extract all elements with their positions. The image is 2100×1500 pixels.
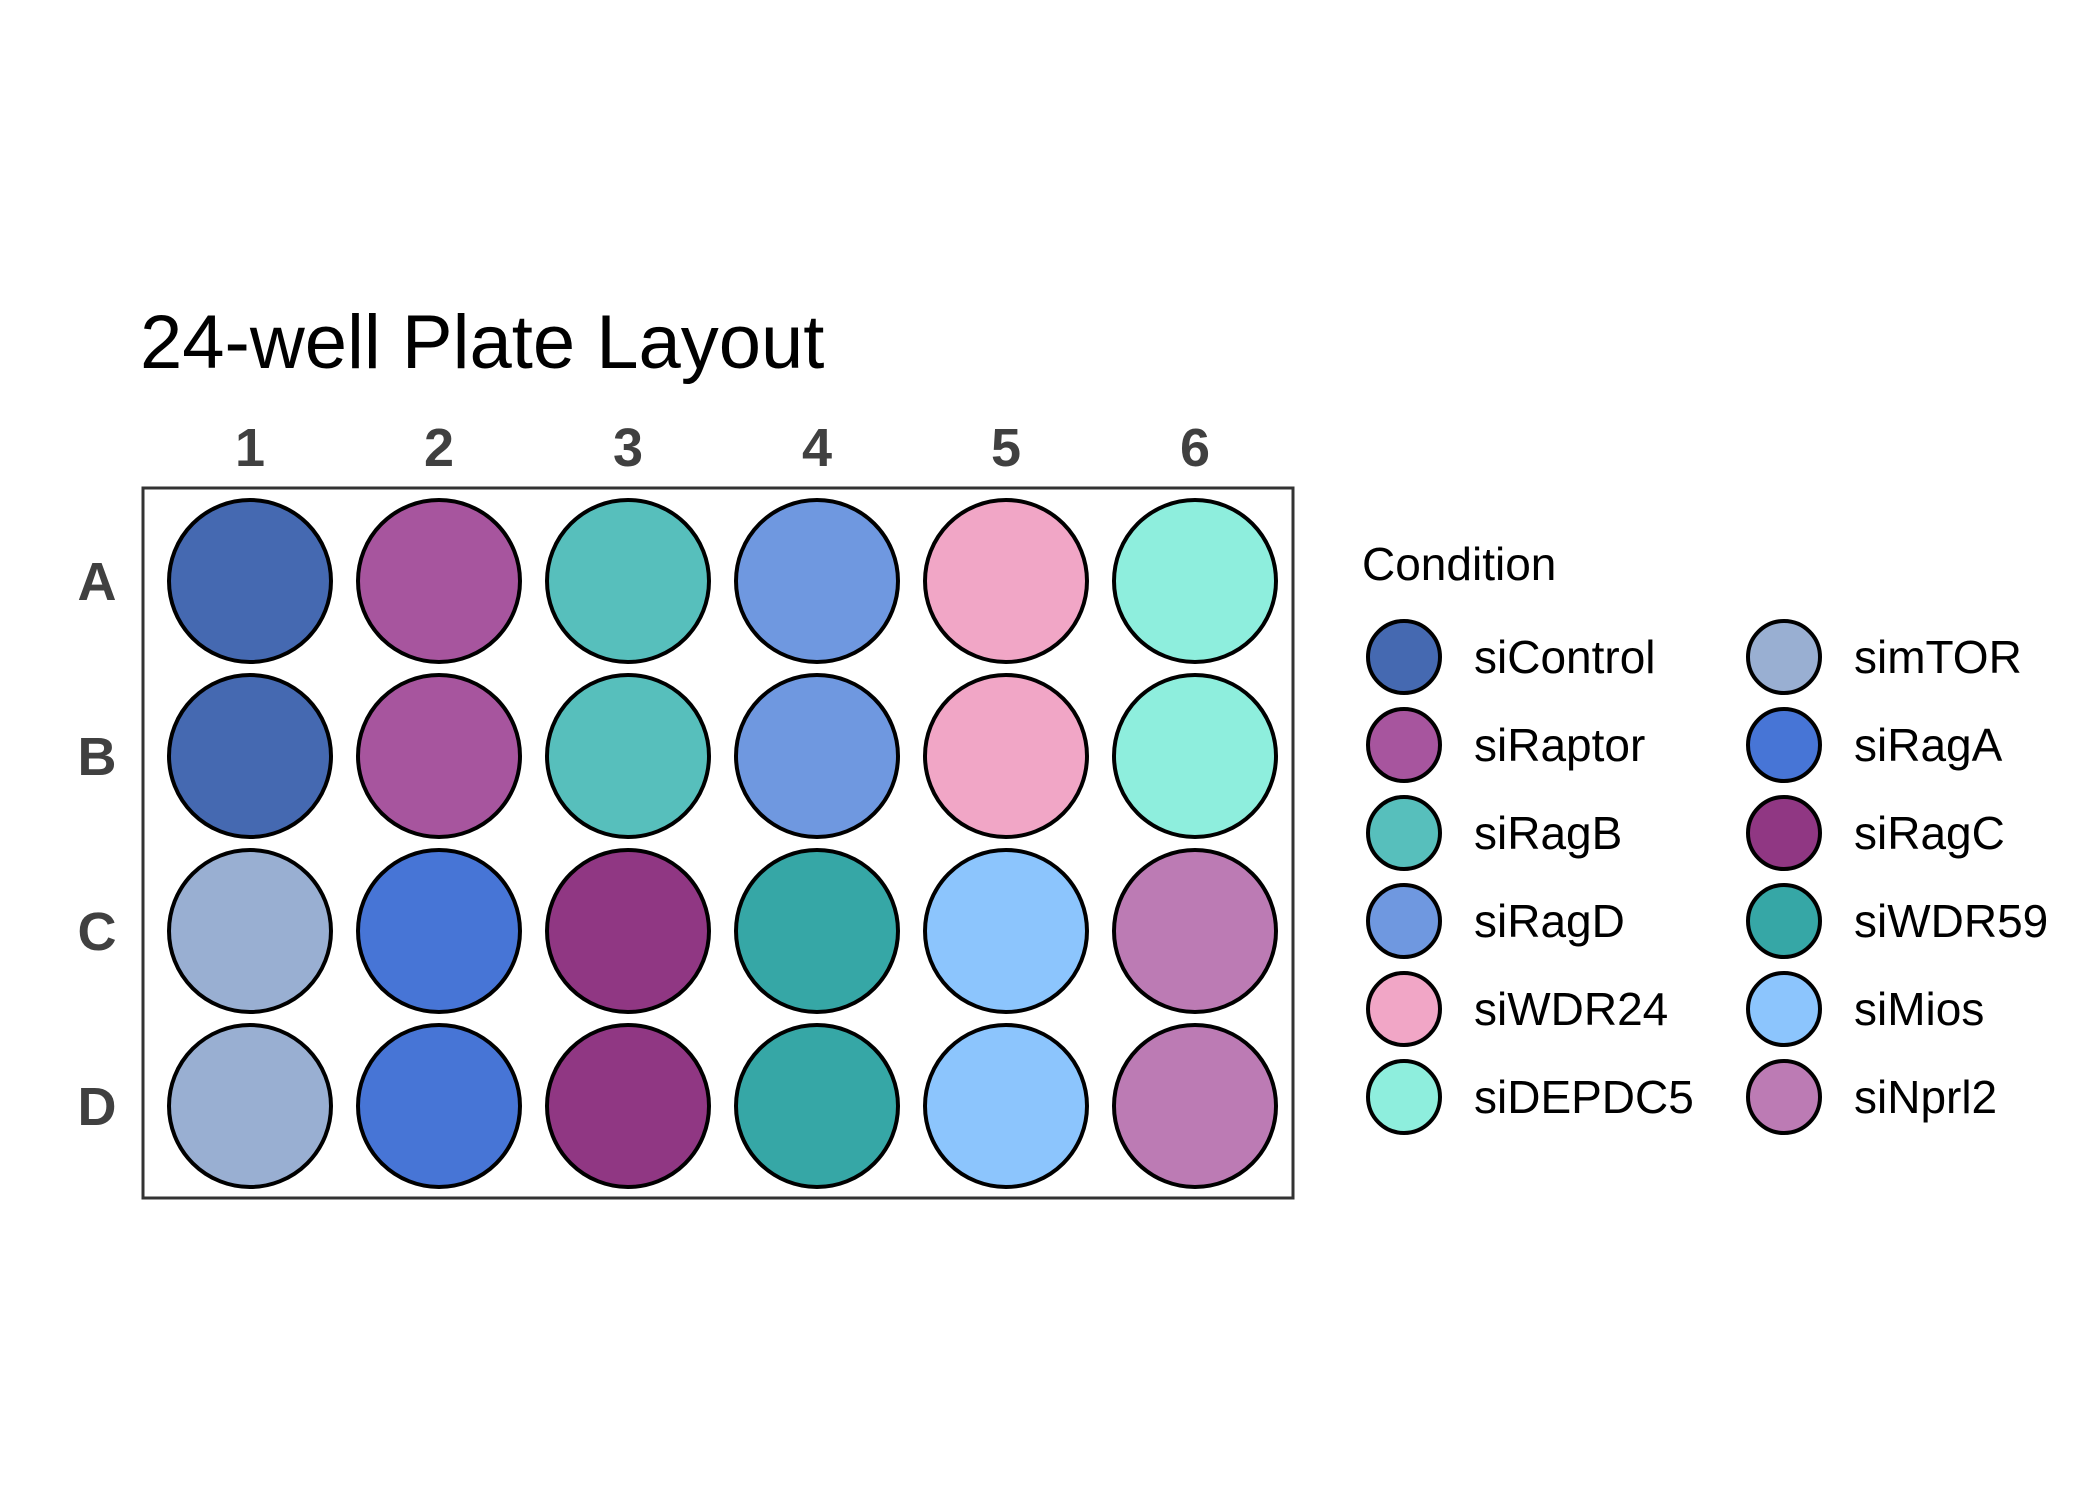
column-label: 6 <box>1180 418 1210 478</box>
well-C2 <box>356 848 522 1014</box>
well-A4 <box>734 498 900 664</box>
legend-label: siMios <box>1854 983 1984 1035</box>
column-labels: 1 2 3 4 5 6 <box>235 418 1210 478</box>
column-label: 5 <box>991 418 1021 478</box>
well-C6 <box>1112 848 1278 1014</box>
well-A5 <box>923 498 1089 664</box>
legend-label: siWDR59 <box>1854 895 2048 947</box>
legend-label: siRagA <box>1854 719 2003 771</box>
legend-key <box>1746 1059 1822 1135</box>
well-C3 <box>545 848 711 1014</box>
plate-frame <box>141 486 1295 1200</box>
legend-key <box>1746 971 1822 1047</box>
legend-label: simTOR <box>1854 631 2022 683</box>
row-label: A <box>78 552 117 612</box>
well-C5 <box>923 848 1089 1014</box>
well-B1 <box>167 673 333 839</box>
legend-key <box>1366 707 1442 783</box>
legend-key <box>1366 1059 1442 1135</box>
diagram-title: 24-well Plate Layout <box>140 300 824 385</box>
legend-label: siRagD <box>1474 895 1625 947</box>
column-label: 3 <box>613 418 643 478</box>
legend-label: siRagB <box>1474 807 1622 859</box>
row-label: B <box>78 727 117 787</box>
well-D3 <box>545 1023 711 1189</box>
column-label: 4 <box>802 418 832 478</box>
legend-label: siNprl2 <box>1854 1071 1997 1123</box>
well-D1 <box>167 1023 333 1189</box>
legend-key <box>1366 971 1442 1047</box>
legend-entries: siControl siRaptor siRagB siRagD siWDR24 siDE… <box>1366 619 2048 1135</box>
well-C4 <box>734 848 900 1014</box>
row-label: C <box>78 902 117 962</box>
legend-key <box>1746 883 1822 959</box>
legend-key <box>1366 795 1442 871</box>
legend-label: siRaptor <box>1474 719 1645 771</box>
legend-title: Condition <box>1362 538 1556 590</box>
well-B2 <box>356 673 522 839</box>
legend-label: siDEPDC5 <box>1474 1071 1694 1123</box>
legend-label: siRagC <box>1854 807 2005 859</box>
well-A1 <box>167 498 333 664</box>
well-B4 <box>734 673 900 839</box>
well-B3 <box>545 673 711 839</box>
legend-key <box>1746 619 1822 695</box>
column-label: 2 <box>424 418 454 478</box>
well-D5 <box>923 1023 1089 1189</box>
legend-label: siControl <box>1474 631 1656 683</box>
column-label: 1 <box>235 418 265 478</box>
well-B5 <box>923 673 1089 839</box>
well-B6 <box>1112 673 1278 839</box>
legend-key <box>1366 619 1442 695</box>
well-D4 <box>734 1023 900 1189</box>
well-A2 <box>356 498 522 664</box>
legend-key <box>1746 707 1822 783</box>
well-C1 <box>167 848 333 1014</box>
legend-key <box>1366 883 1442 959</box>
well-D2 <box>356 1023 522 1189</box>
plate-wells <box>167 498 1278 1189</box>
well-A3 <box>545 498 711 664</box>
row-label: D <box>78 1077 117 1137</box>
legend-label: siWDR24 <box>1474 983 1668 1035</box>
well-D6 <box>1112 1023 1278 1189</box>
row-labels: A B C D <box>78 552 117 1137</box>
legend-key <box>1746 795 1822 871</box>
well-A6 <box>1112 498 1278 664</box>
